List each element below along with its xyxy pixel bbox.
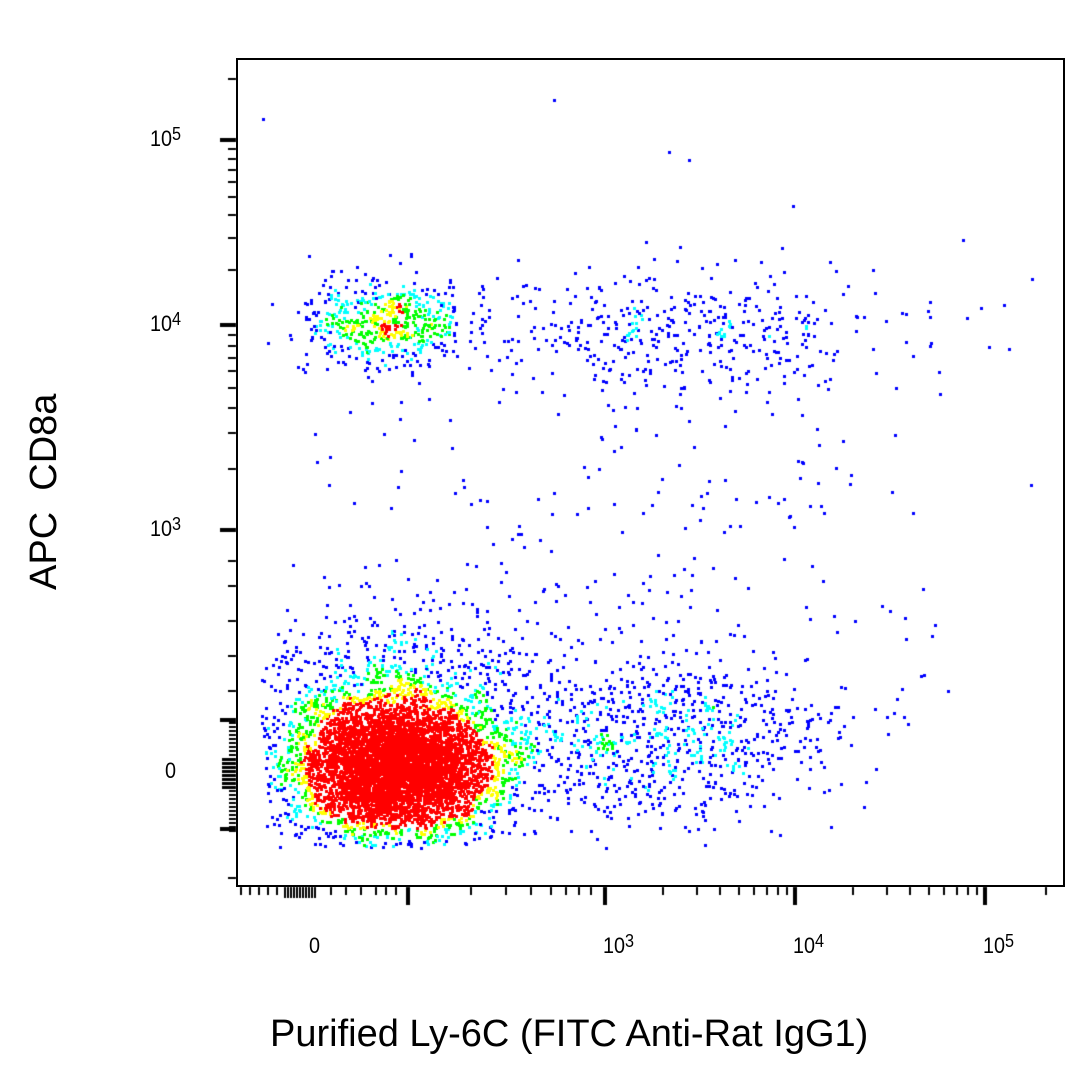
x-tick-label: 104 — [793, 931, 825, 958]
x-axis-title: Purified Ly-6C (FITC Anti-Rat IgG1) — [270, 1013, 869, 1055]
y-tick-label: 103 — [150, 514, 182, 541]
x-tick-label: 103 — [603, 931, 635, 958]
y-tick-label: 105 — [150, 124, 182, 151]
x-tick-label: 0 — [309, 933, 321, 958]
y-tick-label: 0 — [165, 758, 177, 783]
y-tick-label: 104 — [150, 309, 182, 336]
x-tick-label: 105 — [983, 931, 1015, 958]
y-axis-title: APC CD8a — [23, 393, 65, 590]
